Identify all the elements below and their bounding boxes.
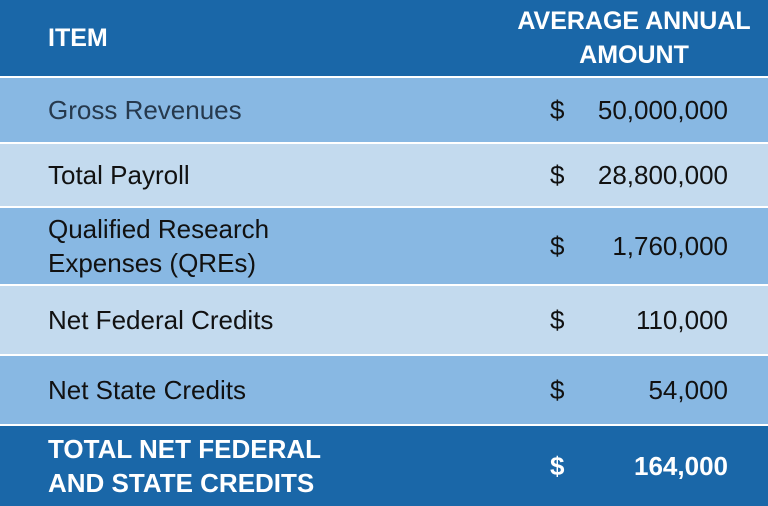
currency-symbol: $ (550, 94, 565, 125)
row-item: Gross Revenues (48, 95, 242, 125)
row-item: Net State Credits (48, 375, 246, 405)
amount-value: 50,000,000 (597, 94, 728, 125)
row-amount: $ 54,000 (470, 375, 768, 406)
amount-value: 164,000 (634, 450, 728, 481)
header-amount: AVERAGE ANNUAL AMOUNT (517, 7, 751, 69)
table-row: Qualified Research Expenses (QREs) $ 1,7… (0, 208, 768, 286)
row-item: Total Payroll (48, 160, 190, 190)
currency-symbol: $ (550, 450, 565, 481)
currency-symbol: $ (550, 304, 565, 335)
amount-value: 54,000 (648, 374, 728, 405)
header-item: ITEM (48, 24, 108, 52)
table-row: Gross Revenues $ 50,000,000 (0, 78, 768, 144)
amount-value: 28,800,000 (597, 159, 728, 190)
total-item: TOTAL NET FEDERAL AND STATE CREDITS (48, 434, 321, 498)
amount-value: 110,000 (635, 304, 728, 335)
row-item: Net Federal Credits (48, 305, 274, 335)
row-amount: $ 28,800,000 (470, 160, 768, 191)
table-row: Total Payroll $ 28,800,000 (0, 144, 768, 208)
table-row: Net Federal Credits $ 110,000 (0, 286, 768, 356)
row-item: Qualified Research Expenses (QREs) (48, 214, 270, 278)
currency-symbol: $ (550, 230, 565, 261)
table-header: ITEM AVERAGE ANNUAL AMOUNT (0, 0, 768, 78)
currency-symbol: $ (550, 374, 565, 405)
row-amount: $ 110,000 (470, 305, 768, 336)
total-row: TOTAL NET FEDERAL AND STATE CREDITS $ 16… (0, 426, 768, 506)
total-amount: $ 164,000 (330, 451, 768, 482)
currency-symbol: $ (550, 159, 565, 190)
row-amount: $ 50,000,000 (470, 95, 768, 126)
row-amount: $ 1,760,000 (330, 231, 768, 262)
amount-value: 1,760,000 (612, 230, 728, 261)
table-row: Net State Credits $ 54,000 (0, 356, 768, 426)
